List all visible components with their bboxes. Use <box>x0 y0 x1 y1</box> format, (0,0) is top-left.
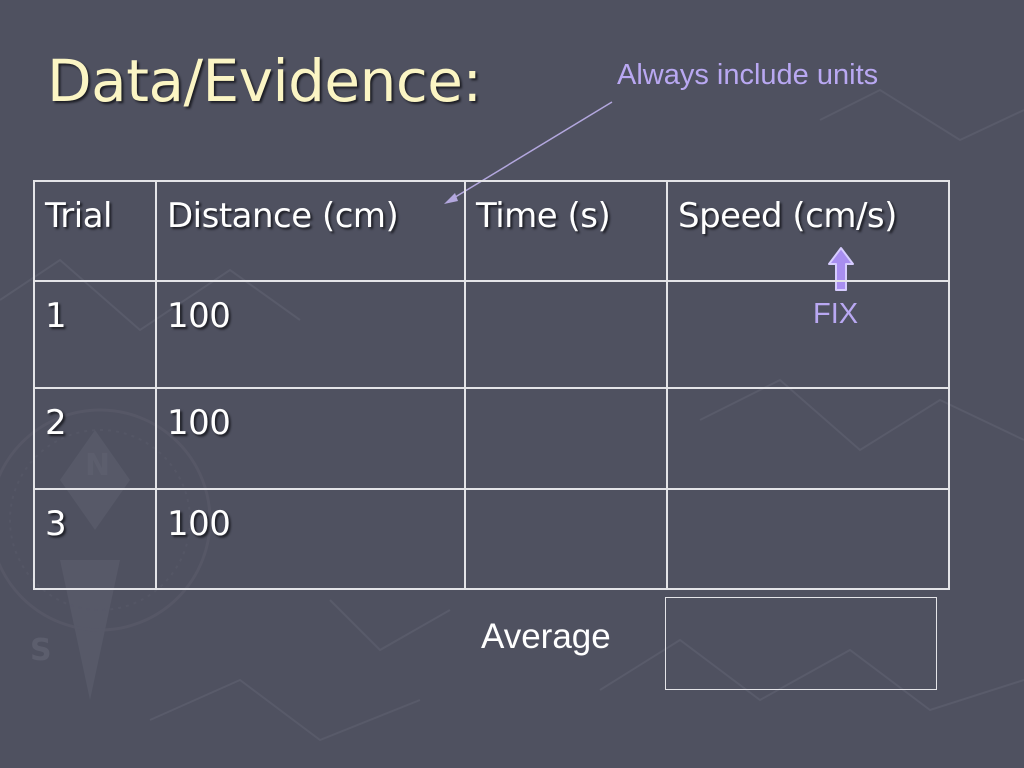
speed-cell <box>666 488 950 590</box>
distance-cell: 100 <box>155 387 466 490</box>
table-row: 2 100 <box>33 387 950 490</box>
distance-cell: 100 <box>155 280 466 389</box>
time-cell <box>464 488 668 590</box>
average-box <box>665 597 937 690</box>
header-cell-trial: Trial <box>33 180 157 282</box>
speed-cell <box>666 280 950 389</box>
trial-cell: 3 <box>33 488 157 590</box>
header-cell-time: Time (s) <box>464 180 668 282</box>
slide-title: Data/Evidence: <box>47 47 482 115</box>
header-cell-speed: Speed (cm/s) <box>666 180 950 282</box>
trial-cell: 2 <box>33 387 157 490</box>
units-annotation: Always include units <box>617 59 879 91</box>
svg-text:S: S <box>30 633 52 668</box>
time-cell <box>464 387 668 490</box>
trial-cell: 1 <box>33 280 157 389</box>
time-cell <box>464 280 668 389</box>
table-header-row: Trial Distance (cm) Time (s) Speed (cm/s… <box>33 180 950 282</box>
average-label: Average <box>481 617 611 656</box>
speed-cell <box>666 387 950 490</box>
table-row: 1 100 <box>33 280 950 389</box>
header-cell-distance: Distance (cm) <box>155 180 466 282</box>
distance-cell: 100 <box>155 488 466 590</box>
data-table: Trial Distance (cm) Time (s) Speed (cm/s… <box>33 180 950 590</box>
fix-annotation: FIX <box>813 298 859 330</box>
table-row: 3 100 <box>33 488 950 590</box>
